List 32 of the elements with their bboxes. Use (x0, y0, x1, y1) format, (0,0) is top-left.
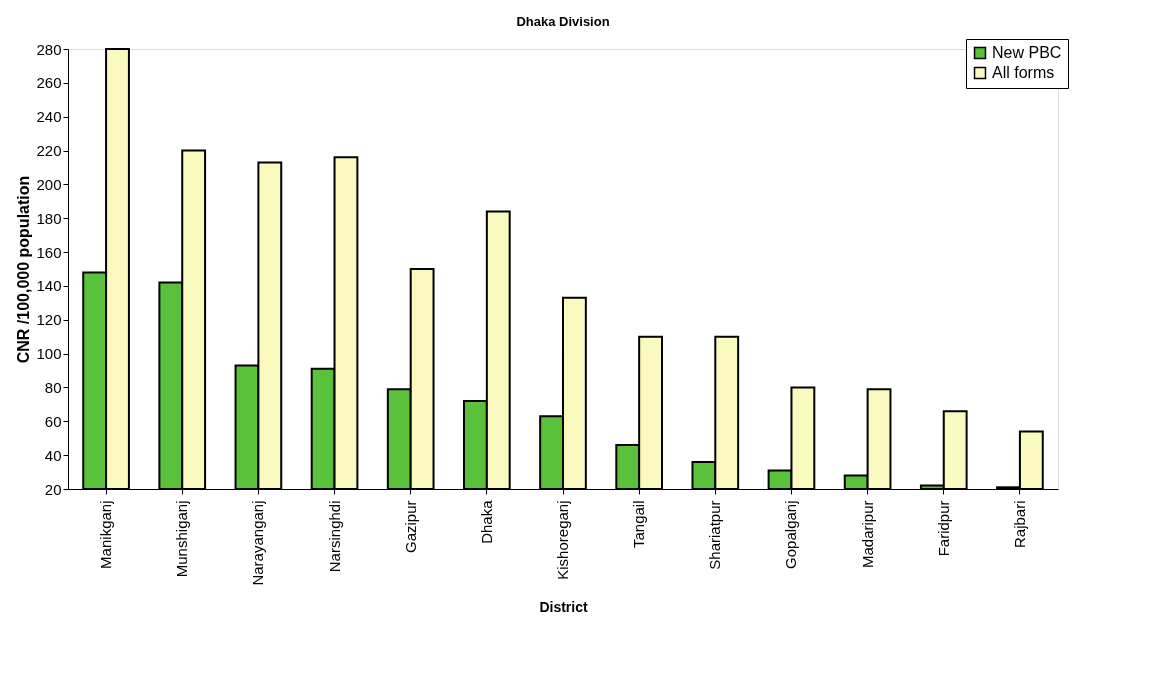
y-tick-label: 140 (36, 277, 62, 295)
x-tick-label: Gopalganj (782, 500, 800, 569)
y-tick-label: 80 (44, 378, 62, 396)
y-tick-label: 180 (36, 209, 62, 227)
x-tick-label: Shariatpur (706, 500, 724, 570)
x-tick-label: Rajbari (1010, 500, 1028, 549)
y-tick-label: 20 (44, 480, 62, 498)
legend-label: New PBC (992, 44, 1062, 61)
x-tick-label: Faridpur (934, 500, 952, 557)
y-tick-label: 260 (36, 74, 62, 92)
x-axis-title: District (539, 598, 588, 615)
y-tick-label: 280 (36, 40, 62, 58)
x-tick-label: Manikganj (97, 500, 115, 569)
y-tick-label: 100 (36, 345, 62, 363)
y-axis-title: CNR /100,000 population (15, 175, 33, 364)
x-tick-label: Kishoreganj (554, 500, 571, 580)
y-tick-label: 120 (36, 311, 62, 329)
y-tick-label: 160 (36, 243, 62, 261)
y-tick-label: 60 (44, 412, 62, 430)
x-tick-label: Narsinghdi (325, 500, 343, 573)
x-tick-label: Munshiganj (173, 500, 191, 578)
chart-title: Dhaka Division (516, 13, 610, 29)
x-tick-label: Tangail (630, 500, 648, 549)
y-tick-label: 220 (36, 142, 62, 160)
y-tick-label: 200 (36, 175, 62, 193)
x-tick-label: Narayanganj (249, 500, 267, 586)
y-tick-label: 240 (36, 108, 62, 126)
x-tick-label: Gazipur (401, 500, 419, 554)
legend-label: All forms (992, 64, 1055, 81)
y-tick-label: 40 (44, 446, 62, 464)
x-tick-label: Dhaka (477, 499, 495, 544)
x-tick-label: Madaripur (858, 500, 876, 569)
